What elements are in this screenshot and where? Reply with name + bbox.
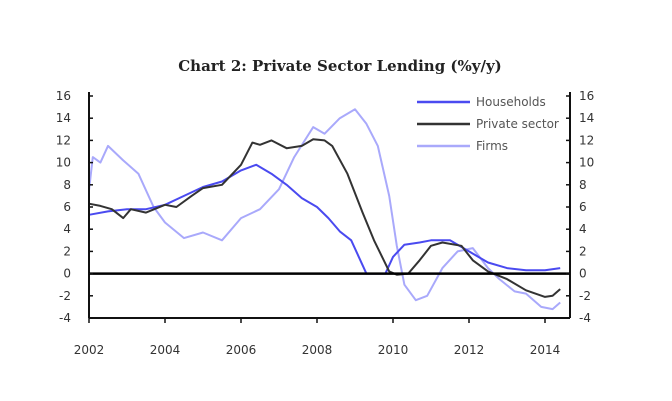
x-tick-label: 2004 (150, 343, 181, 357)
y-tick-label-left: 8 (63, 178, 71, 192)
y-tick-label-right: 16 (579, 89, 594, 103)
legend: Households Private sector Firms (417, 95, 559, 153)
y-tick-label-left: 0 (63, 267, 71, 281)
series-layer (88, 108, 561, 311)
y-tick-label-right: 6 (579, 200, 587, 214)
x-tick-label: 2010 (378, 343, 409, 357)
x-tick-label: 2012 (454, 343, 485, 357)
y-tick-label-right: 14 (579, 111, 594, 125)
axes-layer: 16 16 14 14 12 12 10 10 8 8 6 6 4 4 2 2 0 0 -2 -2 -4 -4 2002 20… (56, 89, 595, 357)
x-tick-label: 2008 (302, 343, 333, 357)
y-tick-label-right: 4 (579, 222, 587, 236)
y-tick-label-left: 6 (63, 200, 71, 214)
legend-label: Households (476, 95, 546, 109)
y-tick-label-left: 14 (56, 111, 71, 125)
series-line-firms (88, 108, 561, 311)
series-line-private-sector (88, 138, 561, 298)
y-tick-label-left: 10 (56, 156, 71, 170)
y-tick-label-right: 8 (579, 178, 587, 192)
legend-label: Private sector (476, 117, 559, 131)
y-tick-label-right: 12 (579, 133, 594, 147)
y-tick-label-left: -2 (59, 289, 71, 303)
y-tick-label-left: 2 (63, 244, 71, 258)
x-tick-label: 2014 (530, 343, 561, 357)
x-tick-label: 2002 (74, 343, 105, 357)
chart-title: Chart 2: Private Sector Lending (%y/y) (178, 57, 502, 75)
y-tick-label-left: 16 (56, 89, 71, 103)
y-tick-label-right: -2 (579, 289, 591, 303)
y-tick-label-right: -4 (579, 311, 591, 325)
y-tick-label-left: -4 (59, 311, 71, 325)
y-tick-label-right: 2 (579, 244, 587, 258)
y-tick-label-right: 0 (579, 267, 587, 281)
y-tick-label-right: 10 (579, 156, 594, 170)
series-line-households (88, 163, 561, 275)
y-tick-label-left: 4 (63, 222, 71, 236)
x-tick-label: 2006 (226, 343, 257, 357)
y-tick-label-left: 12 (56, 133, 71, 147)
legend-label: Firms (476, 139, 508, 153)
